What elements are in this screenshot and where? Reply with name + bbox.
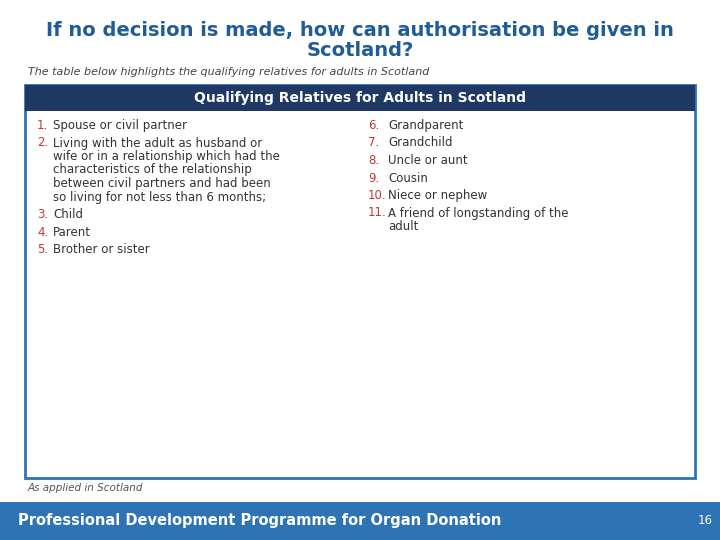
Text: 8.: 8.: [368, 154, 379, 167]
Text: 11.: 11.: [368, 206, 387, 219]
Text: 4.: 4.: [37, 226, 48, 239]
Text: 3.: 3.: [37, 208, 48, 221]
Text: If no decision is made, how can authorisation be given in: If no decision is made, how can authoris…: [46, 21, 674, 39]
Text: 2.: 2.: [37, 137, 48, 150]
Text: Cousin: Cousin: [388, 172, 428, 185]
Text: The table below highlights the qualifying relatives for adults in Scotland: The table below highlights the qualifyin…: [28, 67, 429, 77]
Text: As applied in Scotland: As applied in Scotland: [28, 483, 143, 493]
Text: characteristics of the relationship: characteristics of the relationship: [53, 164, 252, 177]
Text: wife or in a relationship which had the: wife or in a relationship which had the: [53, 150, 280, 163]
Text: Scotland?: Scotland?: [306, 42, 414, 60]
Text: Niece or nephew: Niece or nephew: [388, 189, 487, 202]
Text: 5.: 5.: [37, 243, 48, 256]
Text: adult: adult: [388, 220, 418, 233]
Text: between civil partners and had been: between civil partners and had been: [53, 177, 271, 190]
Text: A friend of longstanding of the: A friend of longstanding of the: [388, 206, 569, 219]
Text: Spouse or civil partner: Spouse or civil partner: [53, 119, 187, 132]
Text: Brother or sister: Brother or sister: [53, 243, 150, 256]
FancyBboxPatch shape: [0, 502, 720, 540]
Text: 7.: 7.: [368, 137, 379, 150]
Text: Qualifying Relatives for Adults in Scotland: Qualifying Relatives for Adults in Scotl…: [194, 91, 526, 105]
Text: 9.: 9.: [368, 172, 379, 185]
Text: 10.: 10.: [368, 189, 387, 202]
Text: 16: 16: [698, 515, 713, 528]
Text: so living for not less than 6 months;: so living for not less than 6 months;: [53, 191, 266, 204]
FancyBboxPatch shape: [25, 85, 695, 111]
Text: 6.: 6.: [368, 119, 379, 132]
Text: Child: Child: [53, 208, 83, 221]
Text: Parent: Parent: [53, 226, 91, 239]
Text: Grandparent: Grandparent: [388, 119, 464, 132]
Text: Professional Development Programme for Organ Donation: Professional Development Programme for O…: [18, 514, 501, 529]
Text: 1.: 1.: [37, 119, 48, 132]
Text: Grandchild: Grandchild: [388, 137, 452, 150]
Text: Living with the adult as husband or: Living with the adult as husband or: [53, 137, 262, 150]
Text: Uncle or aunt: Uncle or aunt: [388, 154, 467, 167]
FancyBboxPatch shape: [25, 85, 695, 478]
